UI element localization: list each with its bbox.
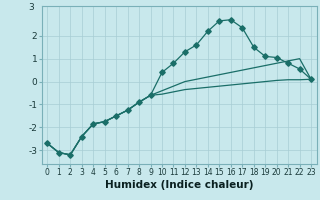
Text: 3: 3: [28, 3, 34, 12]
X-axis label: Humidex (Indice chaleur): Humidex (Indice chaleur): [105, 180, 253, 190]
